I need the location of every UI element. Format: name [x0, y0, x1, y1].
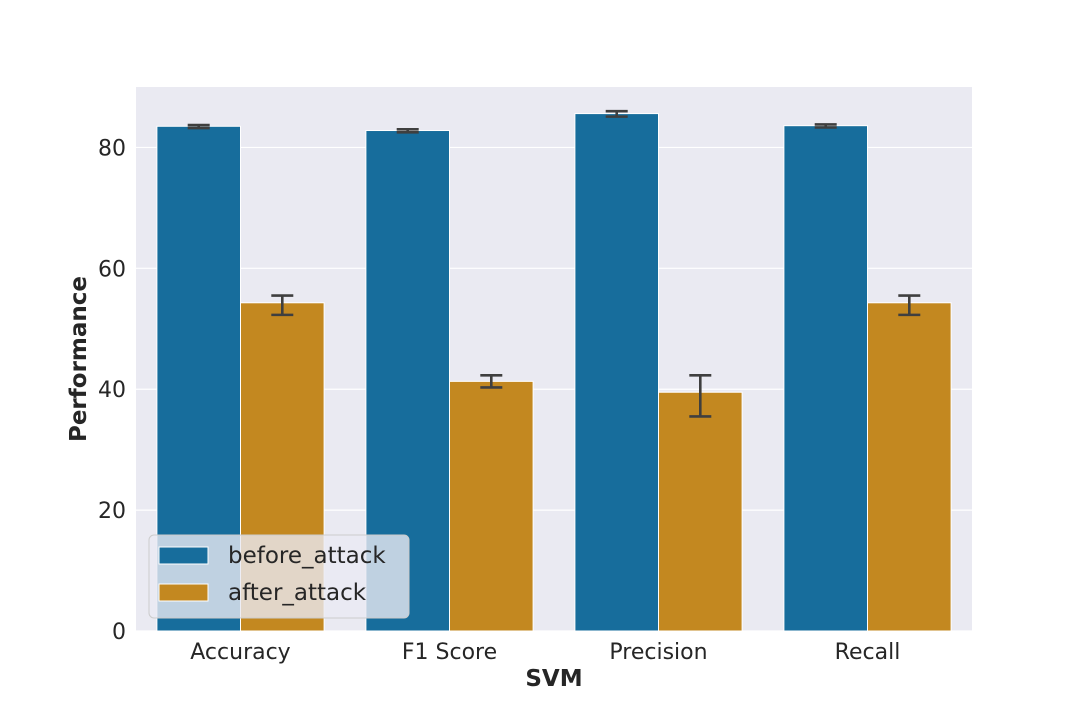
- bar-before_attack: [783, 125, 869, 632]
- x-tick-label: Precision: [609, 640, 707, 665]
- bar-after_attack: [867, 302, 952, 632]
- x-tick-labels: Accuracy F1 Score Precision Recall: [190, 640, 900, 665]
- x-axis-title: SVM: [525, 666, 582, 692]
- y-axis-title: Performance: [66, 276, 92, 442]
- error-bars: [187, 109, 921, 418]
- y-tick-label: 0: [112, 620, 126, 645]
- y-tick-labels: 0 20 40 60 80: [98, 136, 126, 645]
- y-tick-label: 20: [98, 499, 126, 524]
- x-tick-label: F1 Score: [402, 640, 497, 665]
- legend-box: [148, 534, 410, 619]
- legend-swatch-after_attack: [158, 583, 209, 602]
- legend: before_attack after_attack: [148, 534, 410, 619]
- legend-label: after_attack: [228, 580, 367, 606]
- x-tick-label: Recall: [835, 640, 901, 665]
- legend-label: before_attack: [228, 543, 386, 569]
- bar-before_attack: [574, 113, 660, 632]
- bar-after_attack: [658, 391, 743, 632]
- y-tick-label: 60: [98, 257, 126, 282]
- x-tick-label: Accuracy: [190, 640, 290, 665]
- bar-after_attack: [449, 380, 534, 632]
- y-tick-label: 80: [98, 136, 126, 161]
- legend-swatch-before_attack: [158, 546, 209, 565]
- y-tick-label: 40: [98, 378, 126, 403]
